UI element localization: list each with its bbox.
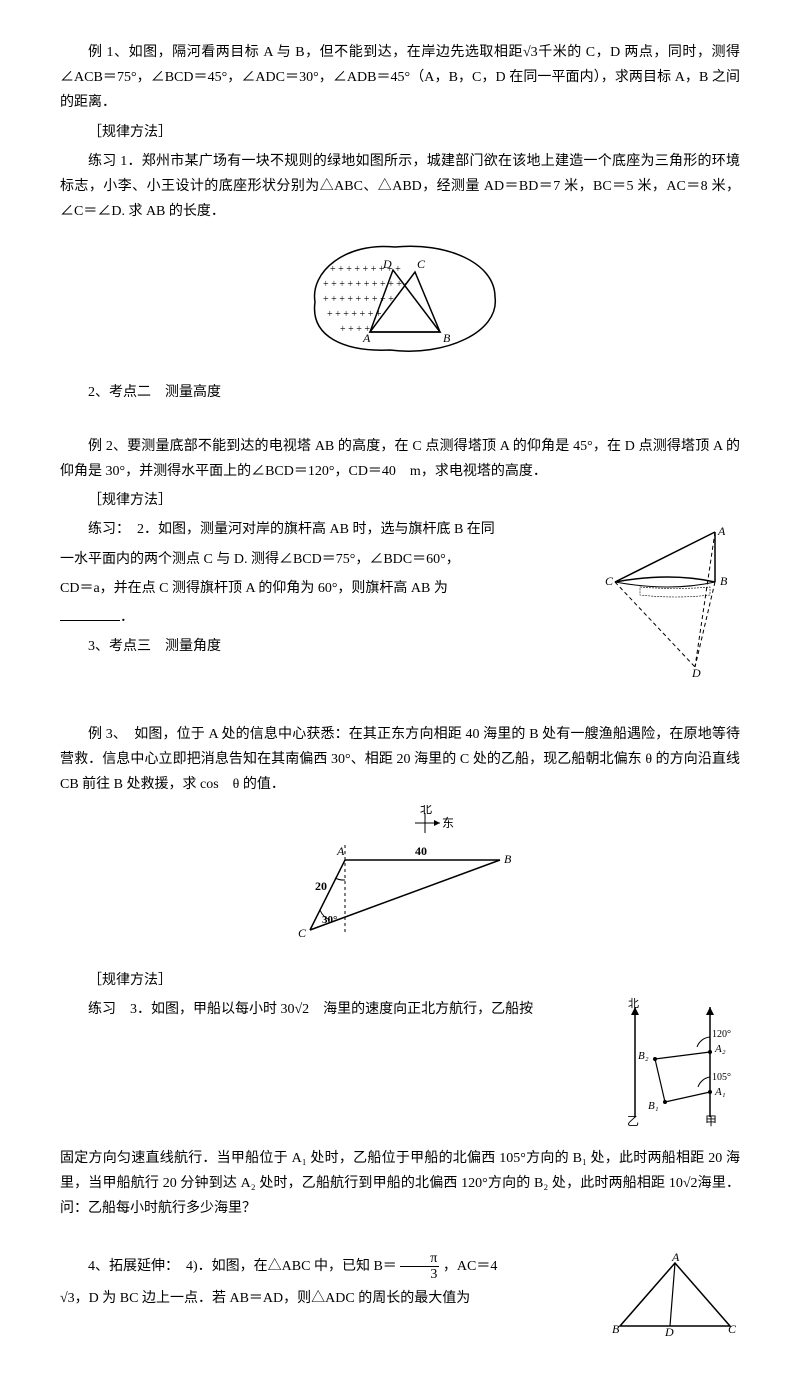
practice-1: 练习 1．郑州市某广场有一块不规则的绿地如图所示，城建部门欲在该地上建造一个底座… [60,149,740,225]
svg-text:A₂: A₂ [714,1043,726,1055]
svg-text:D: D [664,1325,674,1336]
svg-text:120°: 120° [712,1029,731,1040]
frac-bot: 3 [400,1267,439,1282]
svg-text:A: A [671,1251,680,1264]
method-label-3: ［规律方法］ [60,968,740,993]
svg-text:A: A [336,844,345,858]
svg-text:D: D [382,257,392,271]
svg-text:B₁: B₁ [648,1100,659,1112]
ex4-t1: 4、拓展延伸： 4)．如图，在△ABC 中，已知 B＝ [88,1259,397,1274]
figure-example-3: 北 东 A B C 40 20 30° [60,805,740,959]
figure-practice-2: A B C D [600,517,740,686]
svg-text:C: C [298,926,307,940]
svg-text:+ + + + + + + + + + +: + + + + + + + + + + + [323,279,410,290]
figure-example-4: A B C D [610,1251,740,1345]
svg-text:乙: 乙 [627,1114,639,1127]
svg-text:B: B [443,331,451,345]
svg-text:B₂: B₂ [638,1050,649,1062]
svg-text:北: 北 [628,997,639,1010]
svg-text:北: 北 [420,805,432,816]
frac-top: π [400,1251,439,1267]
svg-text:C: C [728,1322,737,1336]
svg-text:A₁: A₁ [714,1086,726,1098]
svg-text:40: 40 [415,844,427,858]
figure-practice-3: A₁ A₂ B₁ B₂ 105° 120° 乙 甲 北 [610,997,740,1136]
method-label-2: ［规律方法］ [60,488,740,513]
svg-text:20: 20 [315,879,327,893]
svg-text:C: C [605,574,614,588]
method-label-1: ［规律方法］ [60,120,740,145]
svg-text:C: C [417,257,426,271]
svg-text:B: B [504,852,512,866]
svg-text:B: B [720,574,728,588]
svg-text:A: A [717,524,726,538]
svg-text:东: 东 [442,816,454,830]
example-2: 例 2、要测量底部不能到达的电视塔 AB 的高度，在 C 点测得塔顶 A 的仰角… [60,434,740,484]
practice-3-text: 固定方向匀速直线航行．当甲船位于 A₁ 处时，乙船位于甲船的北偏西 105°方向… [60,1146,740,1222]
kp2-title: 2、考点二 测量高度 [60,380,740,405]
svg-text:B: B [612,1322,620,1336]
figure-practice-1: + + + + + + + + + + + + + + + + + + + + … [60,232,740,371]
ex4-t2: ，AC＝4 [443,1259,497,1274]
svg-text:A: A [362,331,371,345]
example-3: 例 3、 如图，位于 A 处的信息中心获悉：在其正东方向相距 40 海里的 B … [60,722,740,798]
svg-text:D: D [691,666,701,677]
svg-text:甲: 甲 [705,1114,717,1127]
example-1: 例 1、如图，隔河看两目标 A 与 B，但不能到达，在岸边先选取相距√3千米的 … [60,40,740,116]
svg-text:105°: 105° [712,1072,731,1083]
